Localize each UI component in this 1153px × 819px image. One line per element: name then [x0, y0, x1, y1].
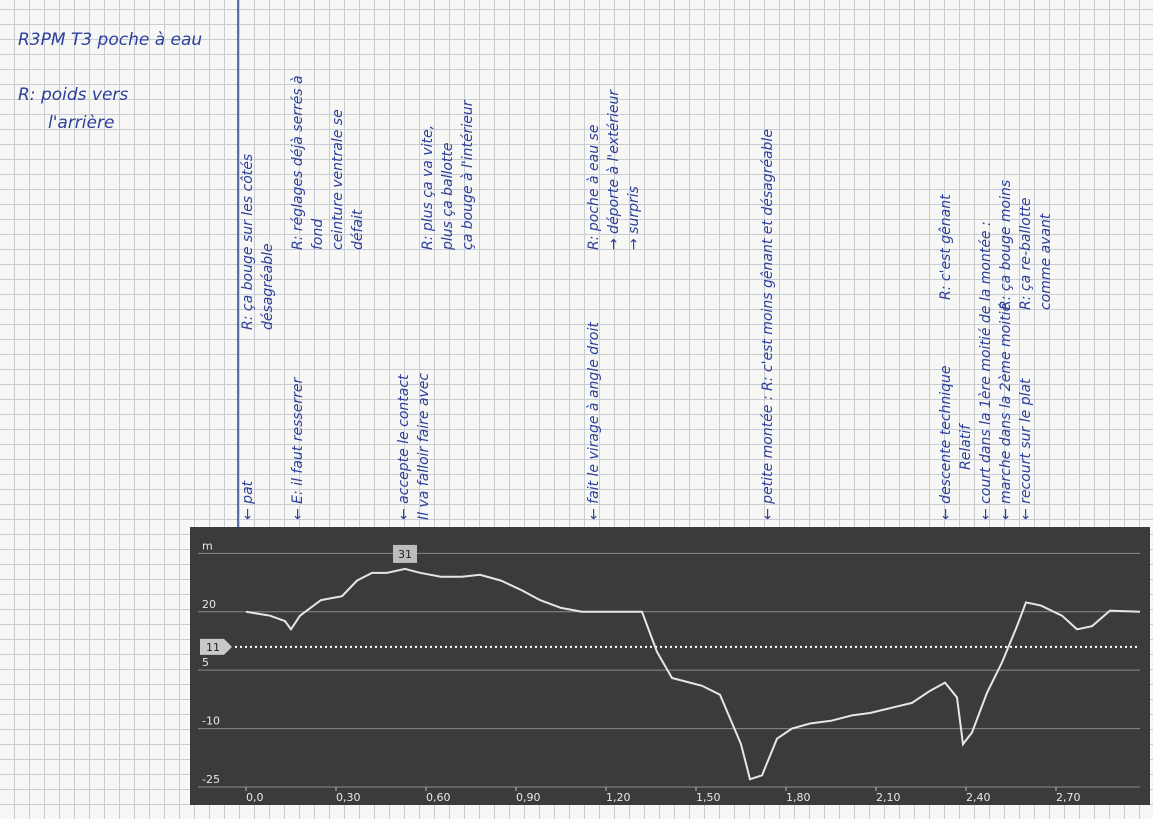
x-tick-label: 2,70	[1056, 791, 1081, 804]
y-tick-label: 5	[202, 656, 209, 669]
handwritten-note: → surpris	[626, 186, 642, 250]
handwritten-note: ← petite montée : R: c'est moins gênant …	[760, 129, 776, 520]
handwritten-note: Il va falloir faire avec	[416, 373, 432, 520]
peak-label: 31	[398, 548, 412, 561]
handwritten-note: plus ça ballotte	[440, 142, 456, 251]
x-tick-label: 0,0	[246, 791, 264, 804]
handwritten-note: R: poche à eau se	[586, 125, 602, 250]
y-tick-label: -10	[202, 715, 220, 728]
handwritten-note: désagréable	[260, 243, 276, 330]
peak-badge	[393, 544, 417, 563]
handwritten-note: R: ça bouge moins	[998, 180, 1014, 310]
y-tick-label: 20	[202, 598, 216, 611]
handwritten-note: R: poids vers	[18, 85, 128, 105]
chart-panel	[190, 527, 1150, 805]
handwritten-note: ← descente technique	[938, 365, 954, 520]
handwritten-note: ← marche dans la 2ème moitié	[998, 303, 1014, 520]
handwritten-note: → déporte à l'extérieur	[606, 89, 622, 250]
x-tick-label: 1,80	[786, 791, 811, 804]
reference-label: 11	[206, 641, 220, 654]
line	[245, 567, 1141, 781]
handwritten-note: ← fait le virage à angle droit	[586, 322, 602, 520]
handwritten-note: R: c'est gênant	[938, 194, 954, 300]
handwritten-note: ça bouge à l'intérieur	[460, 99, 476, 250]
x-tick-label: 2,10	[876, 791, 901, 804]
handwritten-note: ← recourt sur le plat	[1018, 378, 1034, 520]
handwritten-note: R: plus ça va vite,	[420, 125, 436, 250]
handwritten-note: Relatif	[958, 423, 974, 470]
handwritten-note: ← pat	[240, 480, 256, 520]
handwritten-note: R: ça re-ballotte	[1018, 198, 1034, 310]
handwritten-note: R: réglages déjà serrés à	[290, 75, 306, 250]
x-tick-label: 2,40	[966, 791, 991, 804]
reference-marker	[200, 638, 232, 655]
handwritten-note: fond	[310, 219, 326, 250]
x-tick-label: 0,60	[426, 791, 451, 804]
x-tick-label: 1,50	[696, 791, 721, 804]
x-tick-label: 0,30	[336, 791, 361, 804]
handwritten-note: l'arrière	[48, 113, 114, 133]
handwritten-note: ← accepte le contact	[396, 374, 412, 520]
handwritten-note: ← E: il faut resserrer	[290, 377, 306, 520]
handwritten-note: R3PM T3 poche à eau	[18, 30, 202, 50]
handwritten-note: ceinture ventrale se	[330, 109, 346, 250]
y-tick-label: -25	[202, 773, 220, 786]
x-tick-label: 1,20	[606, 791, 631, 804]
x-tick-label: 0,90	[516, 791, 541, 804]
y-tick-label: m	[202, 539, 213, 552]
handwritten-note: comme avant	[1038, 213, 1054, 310]
handwritten-note: ← court dans la 1ère moitié de la montée…	[978, 221, 994, 520]
handwritten-note: défait	[350, 209, 366, 250]
handwritten-note: R: ça bouge sur les côtés	[240, 154, 256, 330]
